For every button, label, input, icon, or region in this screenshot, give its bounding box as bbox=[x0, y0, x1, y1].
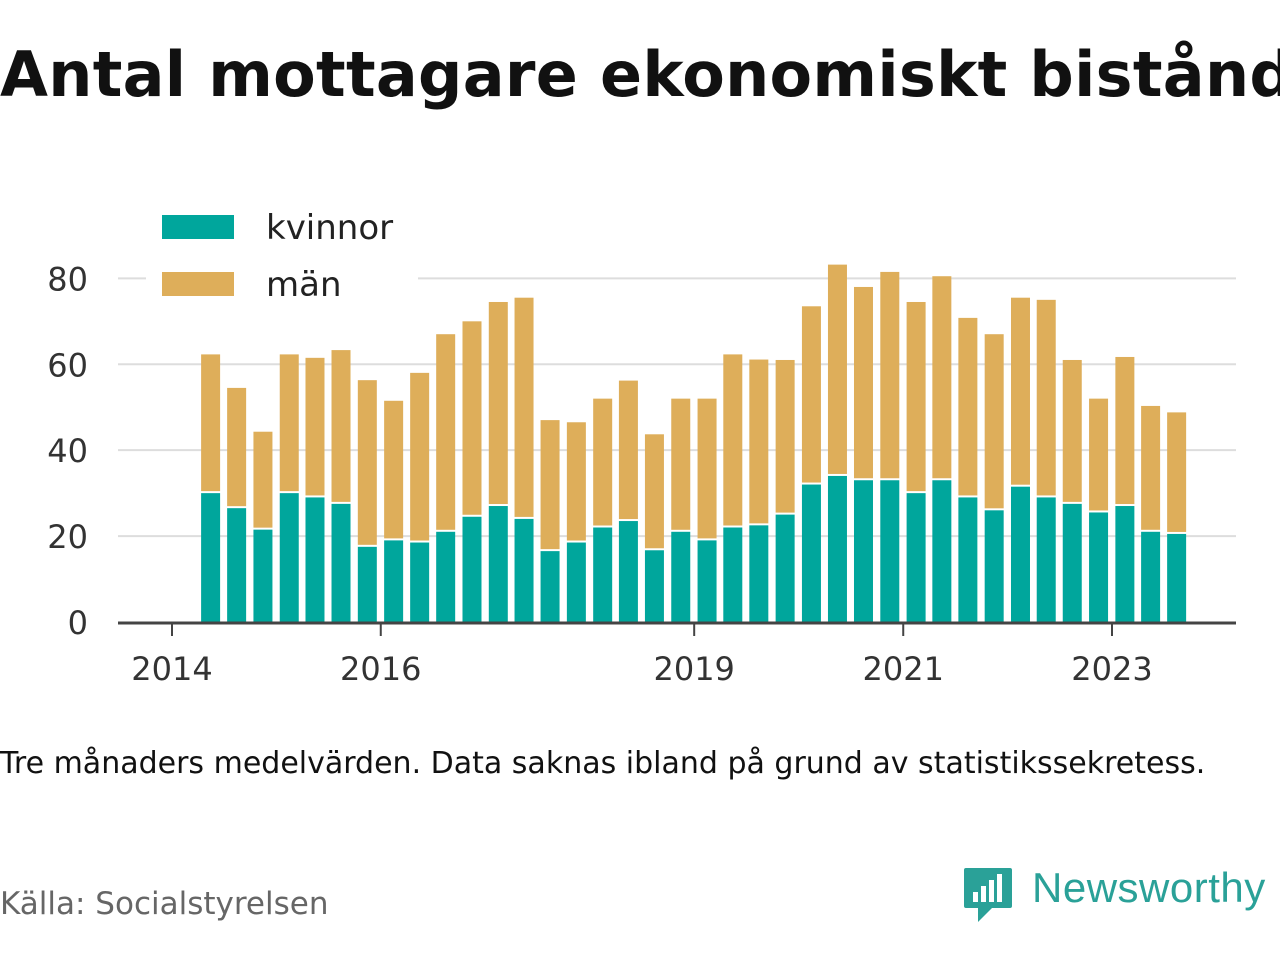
legend-label: kvinnor bbox=[266, 208, 393, 248]
chart-note: Tre månaders medelvärden. Data saknas ib… bbox=[0, 746, 1206, 781]
bar-kvinnor bbox=[279, 493, 299, 622]
bar-man bbox=[1062, 359, 1082, 502]
chart-speech-bubble-icon bbox=[964, 868, 1012, 922]
bar-man bbox=[1036, 299, 1056, 496]
x-tick-label: 2016 bbox=[340, 650, 421, 688]
bar-kvinnor bbox=[801, 484, 821, 622]
bar-kvinnor bbox=[462, 516, 482, 622]
bar-kvinnor bbox=[331, 503, 351, 622]
bar-man bbox=[984, 334, 1004, 509]
bar-man bbox=[723, 354, 743, 526]
y-tick-label: 60 bbox=[47, 346, 88, 384]
bar-man bbox=[462, 321, 482, 515]
bar-kvinnor bbox=[593, 527, 613, 622]
bar-kvinnor bbox=[880, 480, 900, 622]
bar-kvinnor bbox=[514, 518, 534, 622]
bar-man bbox=[279, 354, 299, 492]
bar-man bbox=[749, 359, 769, 524]
bar-kvinnor bbox=[1141, 531, 1161, 622]
bar-kvinnor bbox=[697, 540, 717, 622]
bar-man bbox=[566, 422, 586, 541]
y-tick-label: 20 bbox=[47, 518, 88, 556]
bar-man bbox=[853, 286, 873, 479]
bar-kvinnor bbox=[1062, 503, 1082, 622]
legend-label: män bbox=[266, 265, 342, 305]
bar-man bbox=[357, 380, 377, 545]
bar-man bbox=[697, 398, 717, 539]
bar-kvinnor bbox=[540, 551, 560, 622]
bar-man bbox=[436, 334, 456, 530]
bar-man bbox=[540, 420, 560, 550]
bar-kvinnor bbox=[1010, 486, 1030, 622]
x-tick-label: 2014 bbox=[131, 650, 212, 688]
x-tick-label: 2023 bbox=[1071, 650, 1152, 688]
bar-man bbox=[488, 301, 508, 505]
bar-man bbox=[906, 301, 926, 492]
stacked-bar-chart: 0 20 40 60 80 2014 2016 2019 2021 2023 kvinnor män bbox=[47, 200, 1236, 688]
bar-man bbox=[1167, 412, 1187, 532]
bar-man bbox=[201, 354, 221, 492]
bar-man bbox=[384, 400, 404, 539]
bar-kvinnor bbox=[984, 510, 1004, 622]
bar-kvinnor bbox=[357, 546, 377, 622]
bar-kvinnor bbox=[305, 497, 325, 622]
bar-man bbox=[644, 434, 664, 549]
bar-man bbox=[801, 306, 821, 483]
y-tick-label: 0 bbox=[68, 604, 88, 642]
bar-kvinnor bbox=[201, 493, 221, 622]
bar-man bbox=[618, 380, 638, 520]
bar-man bbox=[331, 350, 351, 502]
bar-man bbox=[593, 398, 613, 526]
bar-kvinnor bbox=[410, 542, 430, 622]
bar-man bbox=[253, 431, 273, 528]
bar-kvinnor bbox=[1115, 506, 1135, 622]
bar-man bbox=[1089, 398, 1109, 511]
bar-kvinnor bbox=[827, 475, 847, 622]
bar-man bbox=[1141, 405, 1161, 530]
bar-kvinnor bbox=[488, 506, 508, 622]
bar-man bbox=[932, 276, 952, 479]
x-tick-label: 2021 bbox=[863, 650, 944, 688]
bar-man bbox=[958, 317, 978, 496]
y-tick-label: 40 bbox=[47, 432, 88, 470]
bar-kvinnor bbox=[227, 508, 247, 622]
bar-kvinnor bbox=[723, 527, 743, 622]
bar-kvinnor bbox=[853, 480, 873, 622]
bar-man bbox=[827, 264, 847, 474]
bar-man bbox=[305, 357, 325, 496]
x-tick-label: 2019 bbox=[653, 650, 734, 688]
bar-man bbox=[775, 359, 795, 513]
bar-kvinnor bbox=[749, 525, 769, 622]
bars bbox=[201, 264, 1187, 622]
bar-man bbox=[227, 387, 247, 507]
bar-man bbox=[671, 398, 691, 530]
bar-man bbox=[880, 271, 900, 479]
bar-man bbox=[410, 372, 430, 541]
bar-kvinnor bbox=[253, 529, 273, 622]
bar-kvinnor bbox=[1036, 497, 1056, 622]
bar-kvinnor bbox=[618, 521, 638, 622]
bar-kvinnor bbox=[775, 514, 795, 622]
chart-title: Antal mottagare ekonomiskt bistånd bbox=[0, 38, 1280, 111]
bar-man bbox=[1115, 356, 1135, 505]
bar-kvinnor bbox=[384, 540, 404, 622]
bar-kvinnor bbox=[671, 531, 691, 622]
bar-kvinnor bbox=[436, 531, 456, 622]
bar-kvinnor bbox=[1167, 533, 1187, 622]
bar-kvinnor bbox=[1089, 512, 1109, 622]
bar-man bbox=[514, 297, 534, 517]
y-tick-label: 80 bbox=[47, 260, 88, 298]
axes: 0 20 40 60 80 2014 2016 2019 2021 2023 bbox=[47, 260, 1236, 688]
bar-kvinnor bbox=[644, 550, 664, 622]
legend: kvinnor män bbox=[146, 200, 418, 312]
legend-swatch bbox=[162, 272, 234, 296]
bar-kvinnor bbox=[566, 542, 586, 622]
bar-kvinnor bbox=[906, 493, 926, 622]
brand-name: Newsworthy bbox=[1032, 864, 1266, 911]
legend-swatch bbox=[162, 215, 234, 239]
bar-kvinnor bbox=[932, 480, 952, 622]
bar-kvinnor bbox=[958, 497, 978, 622]
source-label: Källa: Socialstyrelsen bbox=[0, 886, 329, 922]
bar-man bbox=[1010, 297, 1030, 485]
